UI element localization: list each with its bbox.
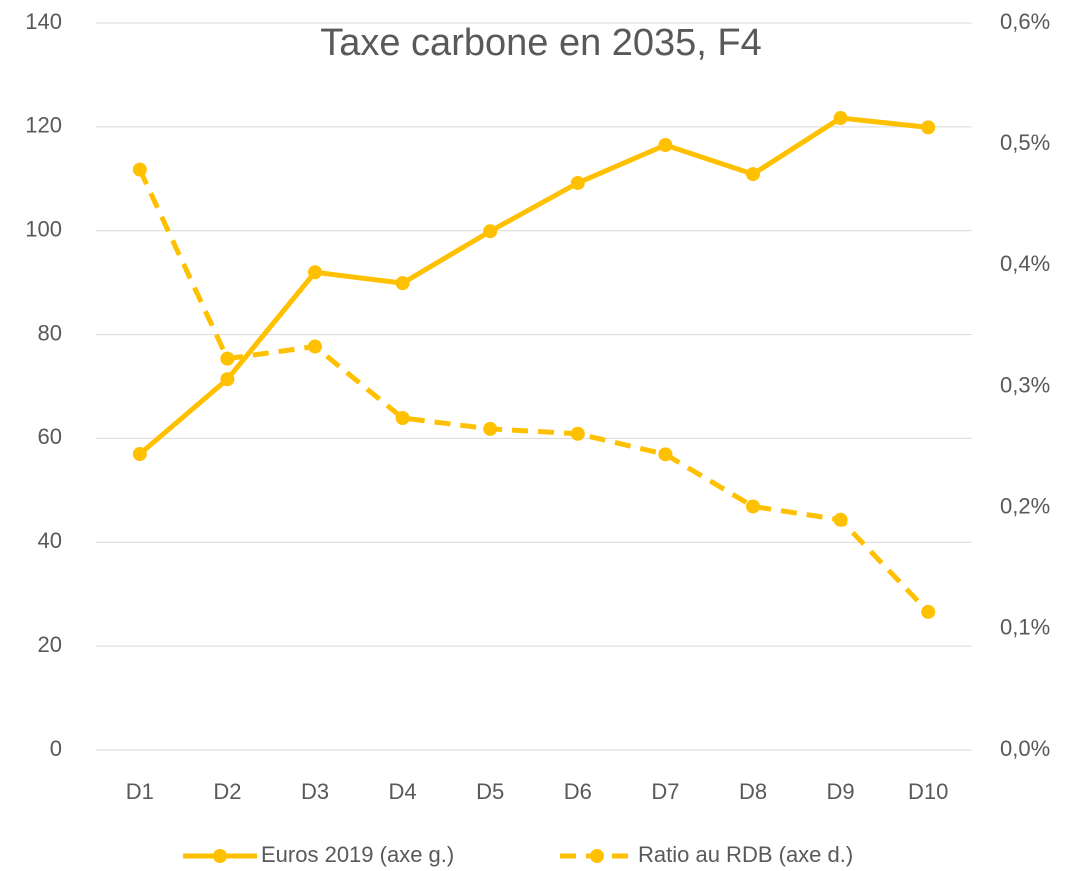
x-tick-label: D2: [213, 779, 241, 804]
series-line: [138, 115, 929, 456]
y2-tick-label: 0,6%: [1000, 9, 1050, 34]
point: [395, 276, 410, 291]
point: [658, 447, 673, 462]
y-tick-label: 20: [38, 632, 62, 657]
x-tick-label: D5: [476, 779, 504, 804]
y-tick-label: 120: [25, 113, 62, 138]
y2-tick-label: 0,3%: [1000, 372, 1050, 397]
x-tick-label: D9: [827, 779, 855, 804]
point: [658, 138, 673, 153]
point: [308, 265, 322, 280]
x-tick-label: D4: [389, 779, 417, 804]
point: [921, 604, 936, 619]
y-tick-label: 40: [38, 528, 62, 553]
x-tick-label: D1: [126, 779, 154, 804]
y2-tick-label: 0,4%: [1000, 251, 1050, 276]
point: [921, 120, 936, 135]
y-tick-label: 60: [38, 424, 62, 449]
y-tick-label: 140: [25, 9, 62, 34]
series-line: [137, 168, 931, 614]
point: [746, 499, 760, 514]
point: [220, 351, 235, 366]
point: [483, 421, 498, 436]
point: [833, 512, 848, 527]
y-tick-label: 100: [25, 217, 62, 242]
point: [833, 111, 848, 126]
point: [483, 224, 498, 239]
point: [395, 411, 410, 426]
y2-tick-label: 0,5%: [1000, 130, 1050, 155]
point: [308, 339, 322, 354]
point: [570, 426, 585, 441]
point: [570, 175, 585, 190]
x-tick-label: D8: [739, 779, 767, 804]
point: [132, 162, 147, 177]
x-tick-label: D3: [301, 779, 329, 804]
legend-label: Ratio au RDB (axe d.): [638, 842, 853, 867]
point: [220, 372, 235, 387]
y2-tick-label: 0,2%: [1000, 493, 1050, 518]
x-tick-label: D10: [908, 779, 948, 804]
point: [132, 447, 147, 462]
x-tick-label: D6: [564, 779, 592, 804]
y2-tick-label: 0,1%: [1000, 615, 1050, 640]
x-tick-label: D7: [651, 779, 679, 804]
legend-marker: [213, 849, 227, 863]
legend-label: Euros 2019 (axe g.): [261, 842, 454, 867]
chart-title: Taxe carbone en 2035, F4: [320, 22, 762, 64]
y2-tick-label: 0,0%: [1000, 736, 1050, 761]
y-tick-label: 80: [38, 320, 62, 345]
point: [746, 167, 760, 182]
legend-marker: [590, 849, 604, 863]
y-tick-label: 0: [50, 736, 62, 761]
